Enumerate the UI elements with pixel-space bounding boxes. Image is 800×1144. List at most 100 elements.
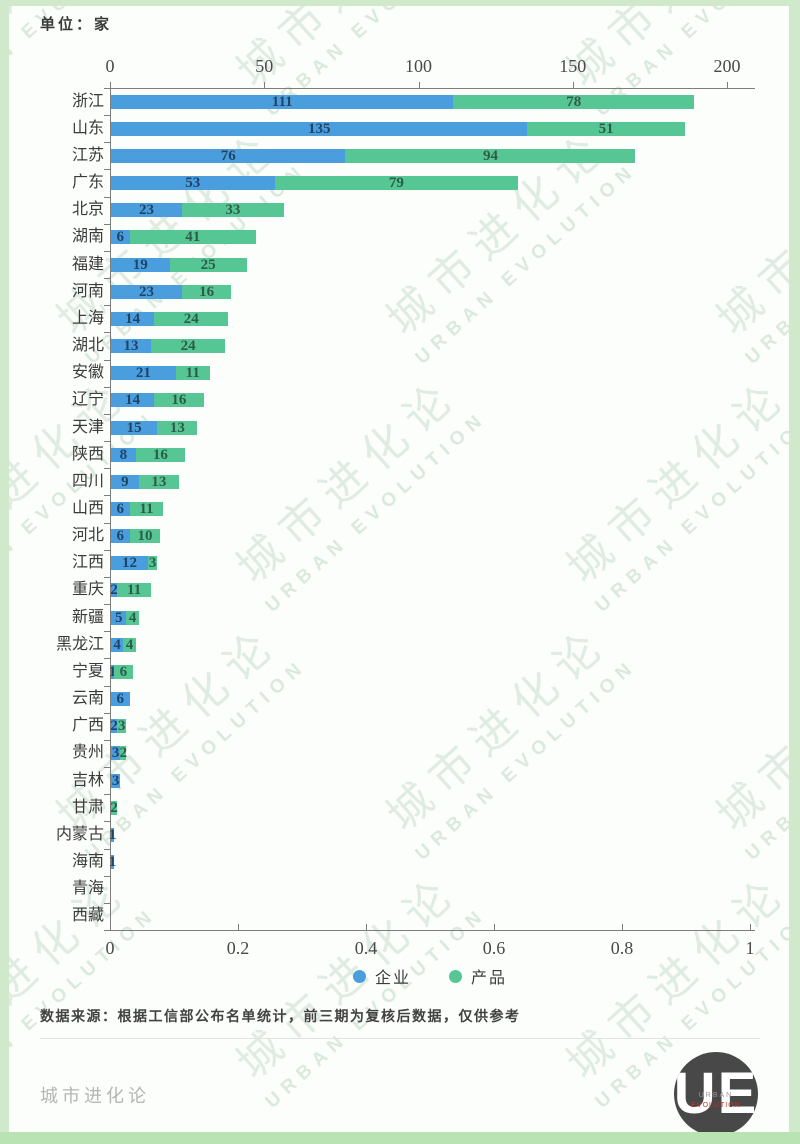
- bar-value-label: 6: [119, 663, 128, 680]
- category-axis-tick: [104, 522, 110, 524]
- bar-value-label: 6: [116, 501, 125, 517]
- bar-value-label: 23: [138, 283, 154, 300]
- bar-value-label: 79: [388, 175, 404, 192]
- category-label: 河北: [71, 527, 104, 545]
- bar-segment-enterprise: [111, 502, 130, 516]
- bar-segment-product: [117, 719, 127, 734]
- bar-segment-product: [123, 637, 136, 652]
- category-axis-tick: [104, 821, 110, 823]
- bar-value-label: 1: [108, 663, 117, 680]
- bar-value-label: 16: [171, 392, 187, 409]
- bar-value-label: 1: [108, 854, 117, 871]
- top-axis-tick: [264, 82, 266, 88]
- bar-value-label: 13: [169, 419, 185, 436]
- category-label: 天津: [71, 418, 104, 436]
- category-axis-tick: [104, 685, 110, 687]
- chart-area: 单位：家 企业 产品 数据来源：根据工信部公布名单统计，前三期为复核后数据，仅供参…: [9, 6, 789, 1132]
- category-axis-tick: [104, 413, 110, 415]
- bar-segment-enterprise: [111, 420, 158, 435]
- bar-segment-enterprise: [111, 827, 115, 842]
- unit-label: 单位：家: [40, 17, 113, 33]
- bar-segment-product: [345, 148, 636, 163]
- legend-item-product: 产品: [449, 964, 507, 988]
- category-label: 安徽: [71, 364, 104, 382]
- category-label: 河南: [71, 282, 104, 300]
- bar-value-label: 16: [152, 446, 168, 463]
- top-axis-tick: [110, 82, 111, 88]
- bar-value-label: 2: [110, 718, 118, 735]
- bottom-axis-tick: [238, 924, 239, 930]
- bar-value-label: 8: [119, 446, 128, 463]
- bar-value-label: 2: [110, 582, 118, 599]
- category-label: 海南: [71, 853, 104, 871]
- bar-value-label: 12: [122, 555, 137, 572]
- bar-segment-enterprise: [111, 664, 115, 679]
- legend-label: 产品: [471, 970, 508, 987]
- bar-value-label: 33: [225, 202, 241, 219]
- top-axis-tick-label: 150: [559, 56, 587, 76]
- bar-value-label: 3: [118, 718, 126, 735]
- category-axis-tick: [104, 278, 110, 280]
- bar-segment-enterprise: [111, 556, 149, 571]
- bar-value-label: 16: [199, 283, 215, 300]
- bar-segment-product: [169, 257, 247, 272]
- bar-value-label: 3: [111, 745, 120, 762]
- category-axis-tick: [104, 495, 110, 497]
- bar-segment-enterprise: [111, 94, 454, 109]
- bar-segment-enterprise: [111, 692, 130, 707]
- bar-segment-product: [154, 311, 229, 326]
- top-axis-tick: [572, 82, 574, 88]
- bar-segment-product: [154, 393, 204, 408]
- bar-segment-product: [181, 203, 284, 218]
- bar-value-label: 5: [114, 609, 123, 626]
- category-axis-tick: [104, 848, 110, 850]
- bar-value-label: 135: [307, 120, 331, 137]
- bar-segment-product: [175, 366, 210, 381]
- bar-value-label: 25: [200, 256, 216, 273]
- source-note: 数据来源：根据工信部公布名单统计，前三期为复核后数据，仅供参考: [40, 1010, 521, 1025]
- ue-logo-letters: UE: [674, 1061, 758, 1126]
- category-label: 四川: [71, 472, 104, 490]
- bottom-axis-tick: [494, 924, 495, 930]
- bar-value-label: 1: [108, 826, 117, 843]
- category-axis-tick: [104, 386, 110, 388]
- bar-segment-product: [111, 800, 118, 815]
- bottom-axis-tick-label: 0.8: [610, 938, 634, 958]
- category-axis-tick: [104, 88, 110, 89]
- category-label: 贵州: [71, 744, 104, 762]
- bar-value-label: 41: [185, 229, 201, 246]
- bar-segment-product: [453, 94, 695, 109]
- bar-value-label: 11: [185, 365, 200, 382]
- bar-value-label: 6: [116, 229, 125, 246]
- category-axis-tick: [104, 739, 110, 741]
- category-label: 内蒙古: [55, 825, 104, 843]
- category-axis-tick: [104, 441, 110, 443]
- legend-item-enterprise: 企业: [352, 964, 411, 988]
- bar-segment-enterprise: [111, 311, 155, 326]
- ue-logo-subtext: URBAN EVOLUTION: [674, 1089, 758, 1110]
- category-label: 湖北: [71, 337, 104, 355]
- bar-segment-enterprise: [111, 610, 127, 625]
- bar-value-label: 53: [185, 175, 201, 192]
- bar-value-label: 15: [126, 419, 142, 436]
- top-axis-tick: [727, 82, 728, 88]
- bottom-axis-tick-label: 0.6: [482, 938, 506, 958]
- bar-segment-product: [151, 339, 226, 354]
- bar-segment-enterprise: [111, 773, 121, 788]
- bottom-axis-tick-label: 0.2: [226, 938, 250, 958]
- category-label: 西藏: [71, 907, 104, 925]
- bar-value-label: 13: [151, 473, 167, 490]
- frame-bottom-strip: [0, 1132, 800, 1144]
- bar-value-label: 9: [121, 473, 129, 490]
- top-axis-line: [110, 88, 755, 89]
- bar-segment-product: [527, 121, 685, 136]
- bar-value-label: 76: [220, 147, 236, 164]
- category-axis-tick: [104, 767, 110, 769]
- bar-value-label: 6: [116, 691, 125, 708]
- bar-segment-enterprise: [111, 230, 130, 245]
- bar-value-label: 10: [137, 528, 153, 545]
- category-axis-tick: [104, 576, 110, 578]
- bar-value-label: 13: [123, 338, 139, 355]
- category-label: 新疆: [71, 608, 104, 626]
